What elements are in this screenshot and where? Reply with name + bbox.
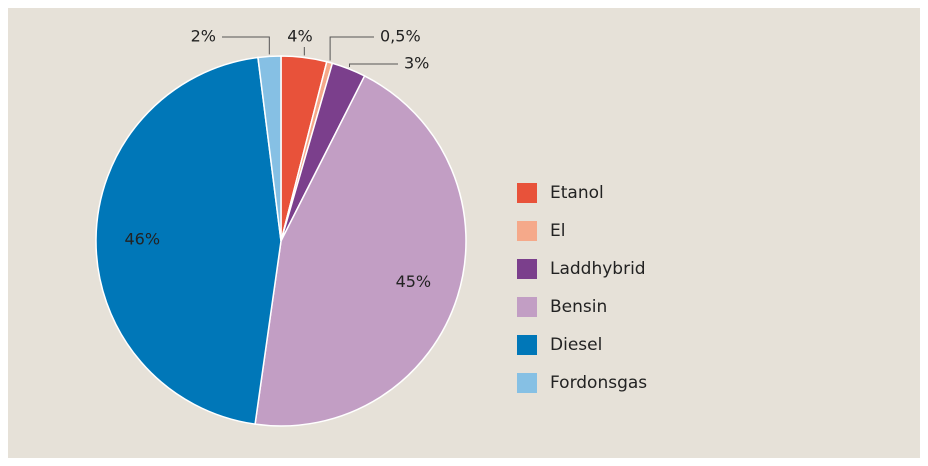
data-label: 0,5%	[380, 27, 421, 46]
legend-label: Fordonsgas	[550, 373, 647, 393]
legend-label: Diesel	[550, 335, 602, 355]
leader-line	[329, 36, 374, 61]
legend-label: Bensin	[550, 297, 607, 317]
leader-line	[349, 63, 398, 68]
legend-swatch	[517, 373, 537, 393]
data-label: 3%	[404, 54, 429, 73]
legend-swatch	[517, 335, 537, 355]
legend-swatch	[517, 259, 537, 279]
pie-slice	[95, 56, 282, 426]
legend-label: El	[550, 221, 565, 241]
pie-slice	[254, 74, 467, 427]
data-label: 4%	[287, 27, 312, 46]
legend-label: Etanol	[550, 183, 604, 203]
legend-swatch	[517, 221, 537, 241]
data-label: 45%	[396, 272, 432, 291]
pie-slice	[257, 55, 282, 242]
data-label: 46%	[124, 229, 160, 248]
legend-swatch	[517, 297, 537, 317]
legend-swatch	[517, 183, 537, 203]
data-label: 2%	[191, 27, 216, 46]
leader-line	[222, 36, 270, 55]
legend-label: Laddhybrid	[550, 259, 646, 279]
